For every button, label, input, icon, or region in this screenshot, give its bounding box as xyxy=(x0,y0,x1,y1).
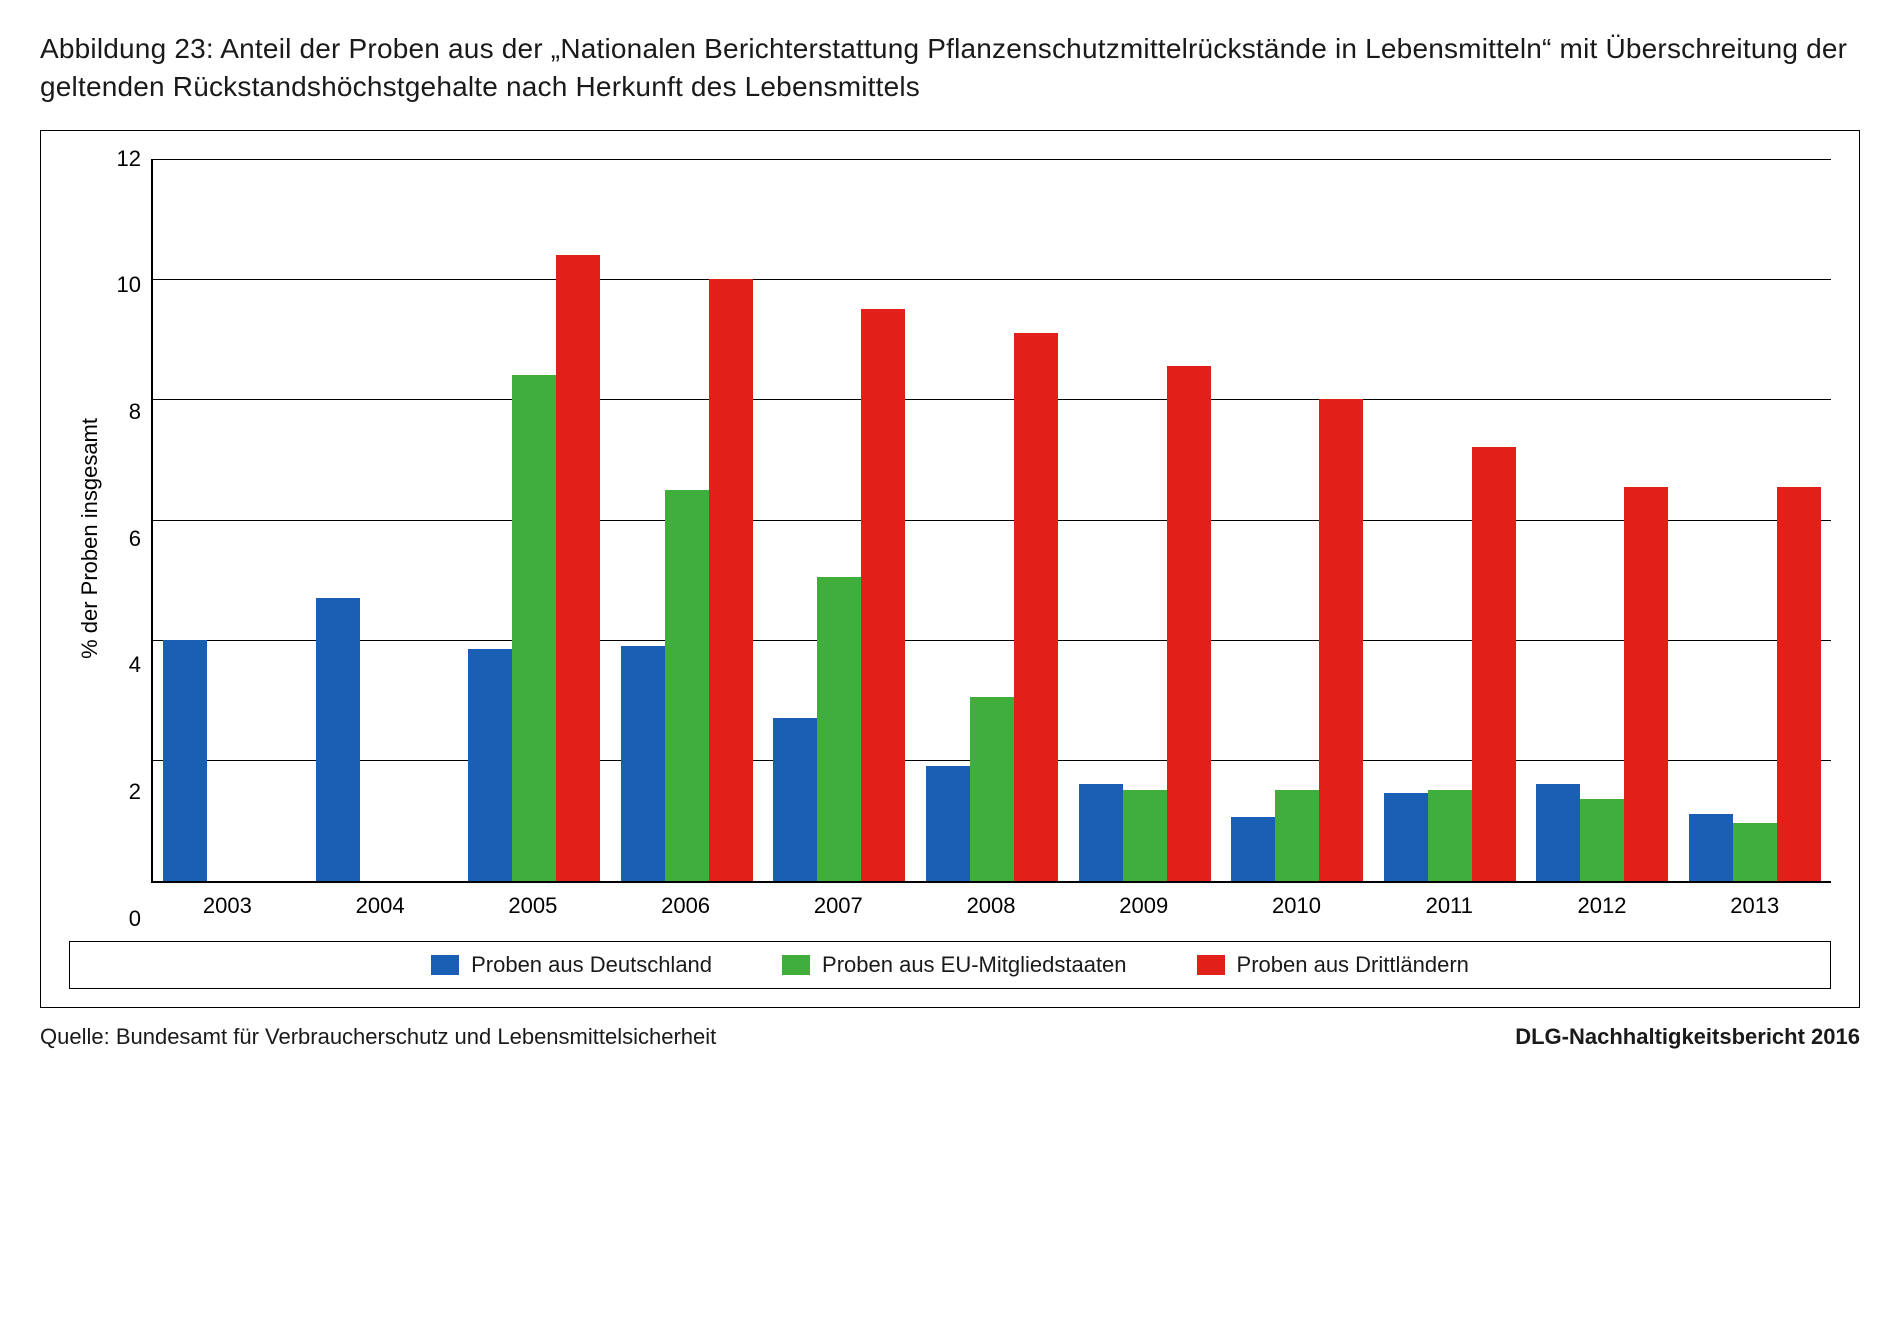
bar xyxy=(468,649,512,881)
bar xyxy=(1275,790,1319,880)
x-tick: 2007 xyxy=(762,893,915,919)
bar xyxy=(1536,784,1580,880)
bar xyxy=(556,255,600,881)
legend-swatch xyxy=(782,955,810,975)
bar-group xyxy=(1678,159,1831,881)
bar xyxy=(709,279,753,881)
legend-item: Proben aus Deutschland xyxy=(431,952,712,978)
bar xyxy=(817,577,861,881)
legend-swatch xyxy=(1197,955,1225,975)
footer: Quelle: Bundesamt für Verbraucherschutz … xyxy=(40,1024,1860,1050)
x-tick: 2006 xyxy=(609,893,762,919)
report-label: DLG-Nachhaltigkeitsbericht 2016 xyxy=(1515,1024,1860,1050)
bar xyxy=(970,697,1014,881)
bar xyxy=(1624,487,1668,881)
legend-item: Proben aus Drittländern xyxy=(1197,952,1469,978)
bar xyxy=(773,718,817,880)
bar-group xyxy=(458,159,611,881)
x-tick: 2010 xyxy=(1220,893,1373,919)
bar-group xyxy=(1221,159,1374,881)
bar xyxy=(163,640,207,881)
x-tick: 2003 xyxy=(151,893,304,919)
legend-label: Proben aus Drittländern xyxy=(1237,952,1469,978)
bar xyxy=(861,309,905,881)
bar xyxy=(1319,399,1363,880)
bar xyxy=(1580,799,1624,880)
bar-group xyxy=(763,159,916,881)
bar xyxy=(1079,784,1123,880)
legend: Proben aus Deutschland Proben aus EU-Mitg… xyxy=(69,941,1831,989)
bar xyxy=(621,646,665,881)
x-tick: 2004 xyxy=(304,893,457,919)
x-axis: 2003200420052006200720082009201020112012… xyxy=(151,883,1831,919)
legend-swatch xyxy=(431,955,459,975)
source-label: Quelle: Bundesamt für Verbraucherschutz … xyxy=(40,1024,716,1050)
bar xyxy=(316,598,360,881)
bar-group xyxy=(916,159,1069,881)
bar-group xyxy=(611,159,764,881)
figure-title: Abbildung 23: Anteil der Proben aus der … xyxy=(40,30,1860,106)
x-tick: 2008 xyxy=(915,893,1068,919)
bar xyxy=(1777,487,1821,881)
legend-label: Proben aus Deutschland xyxy=(471,952,712,978)
bar-group xyxy=(153,159,306,881)
bar xyxy=(512,375,556,880)
bar-group xyxy=(1068,159,1221,881)
bar xyxy=(1472,447,1516,880)
legend-label: Proben aus EU-Mitgliedstaaten xyxy=(822,952,1127,978)
bar xyxy=(1014,333,1058,881)
bar-group xyxy=(1373,159,1526,881)
bar xyxy=(1689,814,1733,880)
x-tick: 2005 xyxy=(456,893,609,919)
y-axis: 121086420 xyxy=(103,159,151,919)
plot-area xyxy=(151,159,1831,883)
x-tick: 2011 xyxy=(1373,893,1526,919)
bar-group xyxy=(306,159,459,881)
chart-container: % der Proben insgesamt 121086420 2003200… xyxy=(40,130,1860,1008)
bar xyxy=(665,490,709,881)
bar xyxy=(1733,823,1777,880)
legend-item: Proben aus EU-Mitgliedstaaten xyxy=(782,952,1127,978)
bar-group xyxy=(1526,159,1679,881)
bars-layer xyxy=(153,159,1831,881)
x-tick: 2009 xyxy=(1067,893,1220,919)
x-tick: 2013 xyxy=(1678,893,1831,919)
bar xyxy=(1123,790,1167,880)
bar xyxy=(1384,793,1428,880)
x-tick: 2012 xyxy=(1526,893,1679,919)
y-axis-label: % der Proben insgesamt xyxy=(69,418,103,659)
bar xyxy=(1428,790,1472,880)
bar xyxy=(926,766,970,880)
bar xyxy=(1167,366,1211,880)
bar xyxy=(1231,817,1275,880)
